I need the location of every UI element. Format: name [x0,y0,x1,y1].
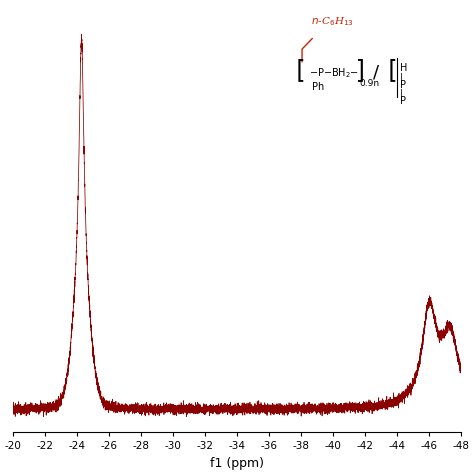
Text: Ph: Ph [312,82,324,92]
Text: [: [ [384,58,399,82]
Text: [: [ [293,58,307,82]
Text: H: H [400,63,407,73]
Text: ]: ] [354,58,368,82]
Text: /: / [374,63,380,81]
Text: $-$P$-$BH$_2$$-$: $-$P$-$BH$_2$$-$ [309,66,359,80]
Text: 0.9n: 0.9n [359,79,380,88]
Text: P: P [400,81,406,91]
Text: |: | [400,89,403,99]
Text: P: P [400,96,406,106]
Text: $n$-C$_6$H$_{13}$: $n$-C$_6$H$_{13}$ [311,15,354,27]
X-axis label: f1 (ppm): f1 (ppm) [210,457,264,470]
Text: |: | [400,73,403,83]
